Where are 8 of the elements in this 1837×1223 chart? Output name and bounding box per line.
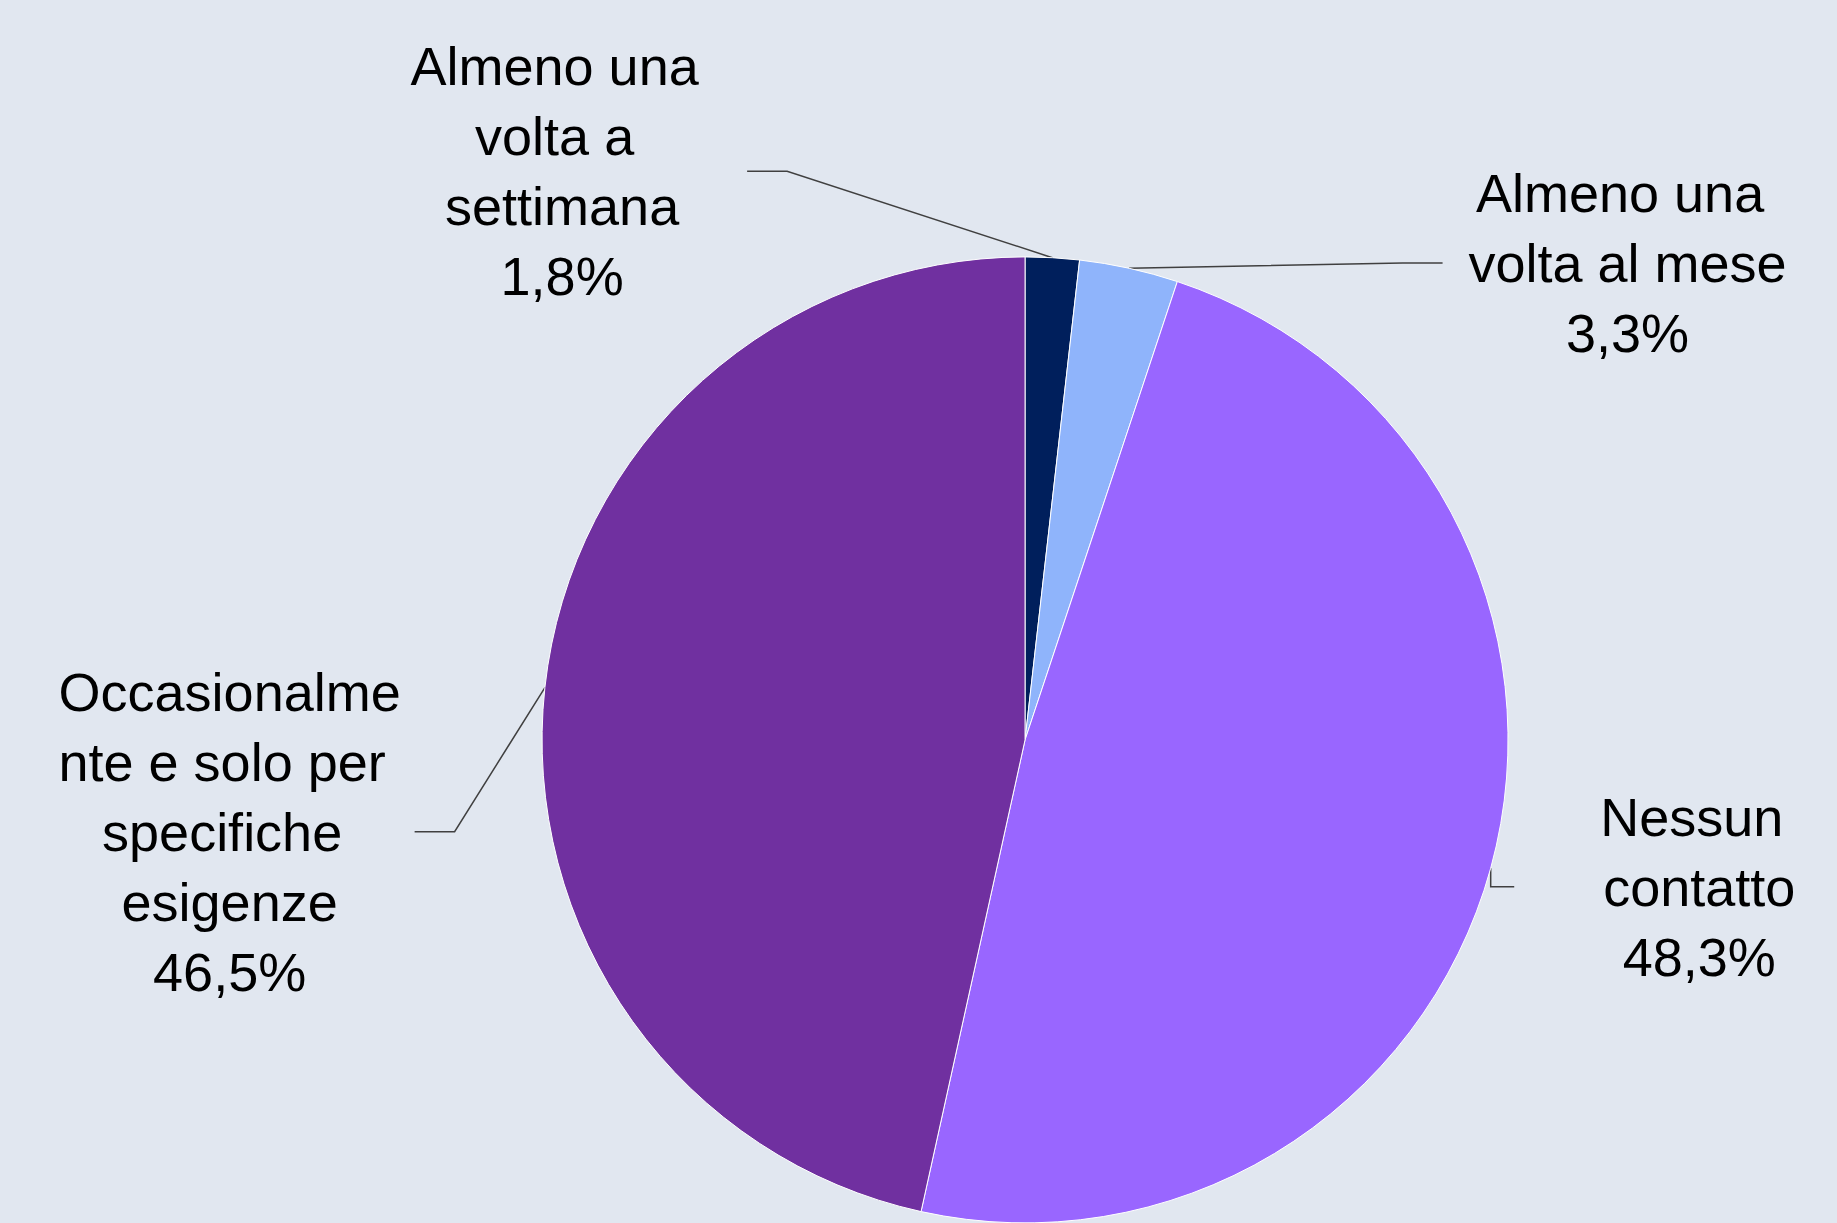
slice-label: Occasionalmente e solo per specifiche esigenze [58,661,401,932]
data-label: 1,8% [500,246,624,307]
data-label: 48,3% [1622,926,1776,987]
data-label: 46,5% [153,941,307,1002]
slice-label: Almeno una volta al mese [1468,162,1787,293]
slice-label: Almeno una volta a settimana [410,36,714,237]
slice-label: Nessun contatto [1600,786,1799,917]
data-label: 3,3% [1566,302,1690,363]
